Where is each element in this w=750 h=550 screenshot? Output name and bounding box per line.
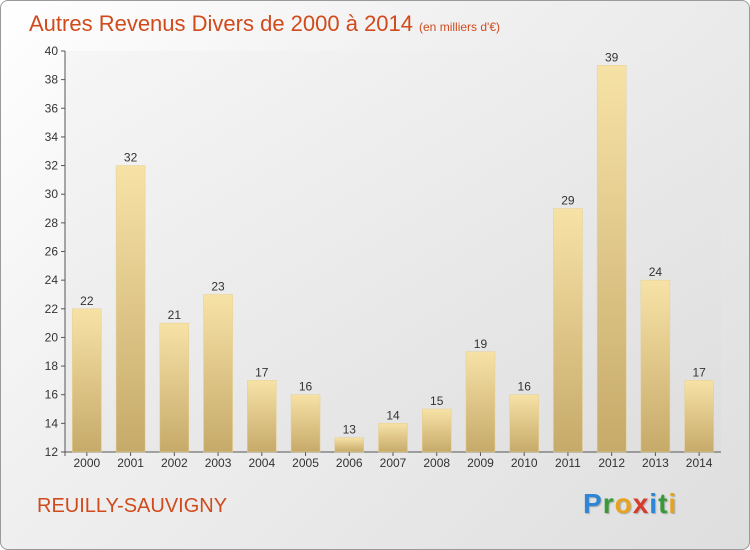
bar-value-label: 22	[80, 294, 94, 308]
bar-2008	[421, 408, 452, 453]
bar-value-label: 17	[255, 365, 269, 379]
chart-unit: (en milliers d'€)	[419, 20, 500, 34]
bar-value-label: 16	[518, 380, 532, 394]
logo-letter: t	[658, 488, 669, 519]
logo-letter: x	[632, 488, 650, 519]
x-tick-label: 2011	[555, 456, 581, 470]
y-tick-label: 24	[45, 273, 59, 287]
y-tick-label: 34	[45, 130, 59, 144]
bar-value-label: 13	[343, 423, 357, 437]
logo-letter: P	[583, 488, 603, 519]
bar-2013	[640, 279, 671, 453]
bar-value-label: 14	[386, 408, 400, 422]
bar-2010	[509, 394, 539, 453]
commune-name: REUILLY-SAUVIGNY	[37, 495, 228, 517]
bar-2006	[334, 437, 365, 453]
proxiti-logo: Proxiti	[583, 488, 677, 520]
bar-value-label: 17	[692, 365, 706, 379]
y-tick-label: 14	[45, 416, 59, 430]
chart-title-text: Autres Revenus Divers de 2000 à 2014	[29, 11, 414, 36]
x-tick-label: 2008	[423, 456, 450, 470]
bar-value-label: 19	[474, 337, 488, 351]
bar-2005	[290, 394, 321, 453]
bar-value-label: 21	[168, 308, 182, 322]
bar-2002	[159, 322, 190, 453]
x-tick-label: 2002	[161, 456, 188, 470]
bar-value-label: 39	[605, 50, 619, 64]
y-tick-label: 36	[45, 101, 59, 115]
y-tick-label: 28	[45, 216, 59, 230]
x-tick-label: 2005	[292, 456, 319, 470]
y-tick-label: 18	[45, 359, 59, 373]
y-tick-label: 16	[45, 388, 59, 402]
x-tick-label: 2004	[248, 456, 275, 470]
y-tick-label: 32	[45, 159, 59, 173]
y-tick-label: 22	[45, 302, 59, 316]
logo-letter: o	[614, 488, 633, 519]
logo-letter: i	[668, 488, 678, 519]
x-tick-label: 2009	[467, 456, 494, 470]
bar-2004	[247, 380, 277, 453]
bar-2012	[596, 65, 627, 453]
bar-2009	[465, 351, 496, 453]
bar-value-label: 15	[430, 394, 444, 408]
logo-letter: r	[602, 488, 615, 519]
bar-value-label: 24	[649, 265, 663, 279]
logo-letter: i	[649, 488, 659, 519]
x-tick-label: 2014	[686, 456, 713, 470]
y-tick-label: 30	[45, 187, 59, 201]
bar-2007	[378, 423, 408, 453]
x-tick-label: 2012	[598, 456, 625, 470]
y-tick-label: 20	[45, 330, 59, 344]
bar-value-label: 29	[561, 194, 575, 208]
y-tick-label: 12	[45, 445, 59, 459]
bar-2014	[684, 380, 714, 453]
bar-value-label: 32	[124, 151, 138, 165]
bar-2001	[115, 165, 146, 453]
y-tick-label: 26	[45, 245, 59, 259]
x-tick-label: 2003	[205, 456, 232, 470]
bar-value-label: 16	[299, 380, 313, 394]
x-tick-label: 2010	[511, 456, 538, 470]
x-tick-label: 2013	[642, 456, 669, 470]
y-tick-label: 38	[45, 73, 59, 87]
x-tick-label: 2001	[117, 456, 144, 470]
bar-2003	[203, 294, 233, 453]
x-tick-label: 2000	[74, 456, 101, 470]
bar-2011	[553, 208, 583, 453]
y-tick-label: 40	[45, 44, 59, 58]
x-tick-label: 2006	[336, 456, 363, 470]
bar-value-label: 23	[211, 279, 225, 293]
bar-2000	[72, 308, 102, 453]
chart-title: Autres Revenus Divers de 2000 à 2014 (en …	[29, 11, 500, 37]
x-tick-label: 2007	[380, 456, 407, 470]
